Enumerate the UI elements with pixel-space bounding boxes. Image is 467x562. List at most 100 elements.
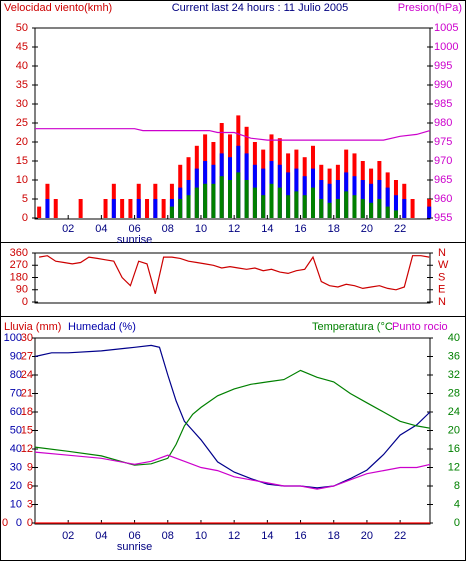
series-line bbox=[34, 451, 431, 490]
x-tick-label: 02 bbox=[62, 223, 74, 235]
y-tick-label: 50 bbox=[10, 424, 22, 436]
x-tick-label: 20 bbox=[361, 530, 373, 542]
x-tick-label: 14 bbox=[261, 223, 273, 235]
y-tick-label: 360 bbox=[10, 247, 28, 259]
y-tick-label: 10 bbox=[10, 498, 22, 510]
wind-bar bbox=[203, 183, 208, 218]
y2-tick-label: 20 bbox=[448, 424, 460, 436]
y-tick-label: 15 bbox=[16, 155, 28, 167]
y3-tick-label: 18 bbox=[21, 406, 33, 418]
x-tick-label: 06 bbox=[128, 530, 140, 542]
y-tick-label: 40 bbox=[10, 443, 22, 455]
wind-bar bbox=[369, 202, 374, 218]
sunrise-label: sunrise bbox=[117, 541, 152, 553]
wind-bar bbox=[252, 187, 257, 218]
x-tick-label: 06 bbox=[128, 223, 140, 235]
y-tick-label: 70 bbox=[10, 387, 22, 399]
x-tick-label: 22 bbox=[394, 530, 406, 542]
wind-bar bbox=[161, 199, 166, 218]
wind-bar bbox=[136, 199, 141, 218]
y3-tick-label: 0 bbox=[27, 517, 33, 529]
wind-bar bbox=[120, 199, 125, 218]
wind-bar bbox=[261, 168, 266, 218]
y-tick-label: 40 bbox=[16, 60, 28, 72]
wind-bar bbox=[393, 210, 398, 218]
y-tick-label: 270 bbox=[10, 259, 28, 271]
wind-bar bbox=[319, 199, 324, 218]
y2-tick-label: E bbox=[438, 284, 445, 296]
y2-tick-label: 980 bbox=[434, 117, 452, 129]
wind-bar bbox=[335, 199, 340, 218]
wind-bar bbox=[360, 199, 365, 218]
y-tick-label: 60 bbox=[10, 406, 22, 418]
dewpoint-label: Punto rocio bbox=[392, 321, 448, 333]
wind-bar bbox=[178, 199, 183, 218]
y2-tick-label: N bbox=[438, 296, 446, 308]
y-tick-label: 90 bbox=[16, 284, 28, 296]
wind-bar bbox=[410, 199, 415, 218]
wind-bar bbox=[385, 187, 390, 218]
y3-tick-label: 15 bbox=[21, 424, 33, 436]
y3-tick-label: 24 bbox=[21, 369, 33, 381]
y-tick-label: 0 bbox=[22, 296, 28, 308]
wind-bar bbox=[269, 183, 274, 218]
series-line bbox=[34, 344, 431, 489]
x-tick-label: 16 bbox=[294, 530, 306, 542]
y2-tick-label: 36 bbox=[448, 350, 460, 362]
y-tick-label: 10 bbox=[16, 174, 28, 186]
x-tick-label: 12 bbox=[228, 223, 240, 235]
y-tick-label: 0 bbox=[22, 212, 28, 224]
wind-bar bbox=[385, 206, 390, 218]
wind-bar bbox=[194, 187, 199, 218]
y2-tick-label: 0 bbox=[454, 517, 460, 529]
y2-tick-label: 975 bbox=[434, 136, 452, 148]
y2-tick-label: N bbox=[438, 247, 446, 259]
y-tick-label: 0 bbox=[16, 517, 22, 529]
wind-bar bbox=[153, 199, 158, 218]
x-tick-label: 04 bbox=[95, 223, 107, 235]
x-tick-label: 18 bbox=[328, 530, 340, 542]
series-line bbox=[34, 369, 431, 466]
series-line bbox=[35, 128, 431, 141]
y2-tick-label: 1000 bbox=[434, 41, 458, 53]
y-tick-label: 30 bbox=[16, 98, 28, 110]
pressure-label: Presion(hPa) bbox=[398, 2, 462, 14]
x-tick-label: 10 bbox=[195, 530, 207, 542]
wind-bar bbox=[286, 195, 291, 218]
y2-tick-label: 28 bbox=[448, 387, 460, 399]
wind-bar bbox=[211, 183, 216, 218]
wind-bar bbox=[352, 195, 357, 218]
y2-tick-label: 955 bbox=[434, 212, 452, 224]
x-tick-label: 16 bbox=[294, 223, 306, 235]
wind-bar bbox=[327, 183, 332, 218]
wind-bar bbox=[111, 199, 116, 218]
wind-bar bbox=[427, 206, 432, 218]
y2-tick-label: 8 bbox=[454, 480, 460, 492]
wind-bar bbox=[53, 199, 58, 218]
y2-tick-label: 995 bbox=[434, 60, 452, 72]
plot-frame bbox=[34, 252, 431, 304]
wind-bar bbox=[344, 191, 349, 218]
wind-bar bbox=[310, 187, 315, 218]
wind-bar bbox=[219, 176, 224, 218]
x-tick-label: 12 bbox=[228, 530, 240, 542]
y2-tick-label: 985 bbox=[434, 98, 452, 110]
rain-label: Lluvia (mm) bbox=[4, 321, 61, 333]
x-tick-label: 04 bbox=[95, 530, 107, 542]
x-tick-label: 20 bbox=[361, 223, 373, 235]
wind-speed-label: Velocidad viento(kmh) bbox=[4, 2, 112, 14]
y2-tick-label: 960 bbox=[434, 193, 452, 205]
y4-tick-label: 0 bbox=[2, 517, 8, 529]
wind-bar bbox=[103, 199, 108, 218]
x-tick-label: 08 bbox=[162, 530, 174, 542]
wind-bar bbox=[169, 206, 174, 218]
y-tick-label: 45 bbox=[16, 41, 28, 53]
wind-bar bbox=[369, 183, 374, 218]
y3-tick-label: 27 bbox=[21, 350, 33, 362]
wind-bar bbox=[277, 187, 282, 218]
temperature-label: Temperatura (°C bbox=[312, 321, 393, 333]
y-tick-label: 100 bbox=[4, 332, 22, 344]
y2-tick-label: 970 bbox=[434, 155, 452, 167]
y3-tick-label: 9 bbox=[27, 461, 33, 473]
